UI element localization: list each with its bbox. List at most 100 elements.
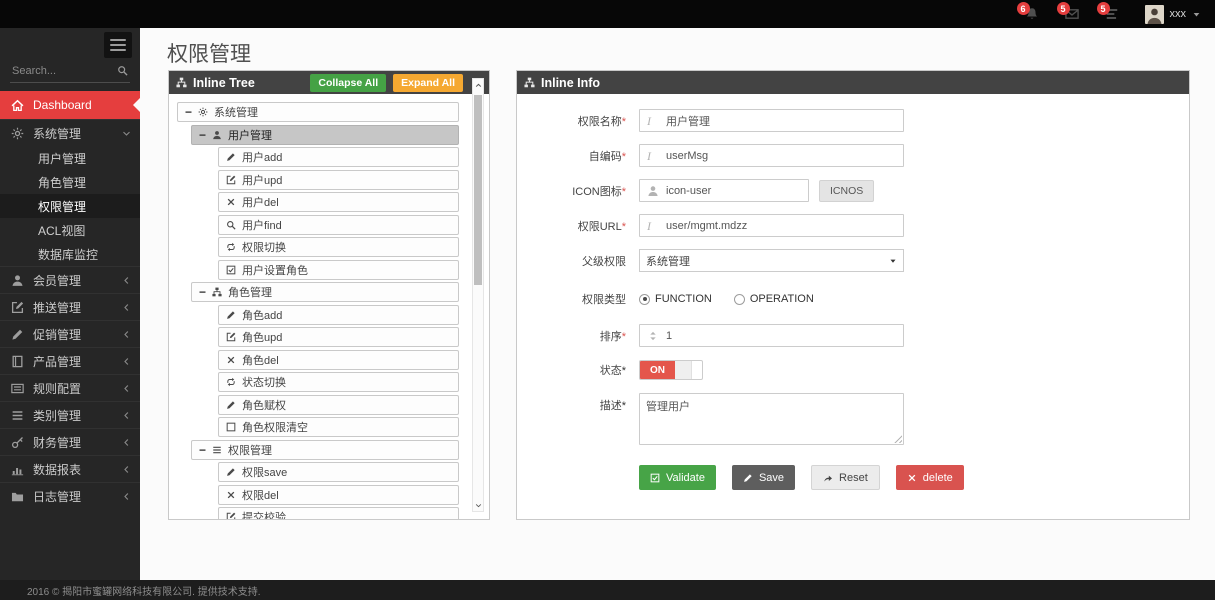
sidebar-subitem-role-mgmt[interactable]: 角色管理 bbox=[38, 175, 87, 190]
scroll-down-arrow[interactable] bbox=[473, 500, 483, 510]
user-menu[interactable]: xxx bbox=[1144, 4, 1202, 24]
sidebar-subitem-db-monitor[interactable]: 数据库监控 bbox=[38, 247, 99, 262]
sidebar-item-label: 会员管理 bbox=[33, 273, 82, 288]
gears-icon bbox=[198, 107, 208, 117]
status-toggle[interactable]: ON bbox=[639, 360, 703, 380]
parent-label: 父级权限 bbox=[582, 255, 626, 268]
sidebar-item-log-mgmt[interactable]: 日志管理 bbox=[0, 482, 140, 509]
tree-row[interactable]: 用户add bbox=[218, 147, 459, 167]
radio-function[interactable]: FUNCTION bbox=[639, 293, 712, 305]
tree-row[interactable]: 权限切换 bbox=[218, 237, 459, 257]
repeat-icon bbox=[226, 242, 236, 252]
sidebar-toggle-button[interactable] bbox=[104, 32, 132, 58]
tree-row-label: 权限save bbox=[242, 467, 288, 479]
collapse-all-button[interactable]: Collapse All bbox=[310, 73, 387, 92]
icon-input[interactable] bbox=[639, 179, 809, 202]
tree-row[interactable]: 角色add bbox=[218, 304, 459, 325]
sidebar-item-promo-mgmt[interactable]: 促销管理 bbox=[0, 320, 140, 347]
tree-row[interactable]: 用户del bbox=[218, 192, 459, 212]
tree-row[interactable]: − 权限管理 bbox=[191, 439, 459, 460]
tree-row-label: 用户upd bbox=[242, 174, 283, 187]
tree-row[interactable]: 角色赋权 bbox=[218, 394, 459, 415]
sidebar-item-dashboard[interactable]: Dashboard bbox=[0, 91, 140, 119]
parent-permission-select[interactable]: 系统管理 bbox=[639, 249, 904, 272]
sidebar-item-product-mgmt[interactable]: 产品管理 bbox=[0, 347, 140, 374]
newspaper-icon bbox=[11, 382, 24, 395]
scrollbar-thumb[interactable] bbox=[474, 95, 482, 285]
tree-row[interactable]: 用户设置角色 bbox=[218, 259, 459, 280]
text-cursor-icon: I bbox=[647, 218, 651, 233]
sidebar-item-label: 财务管理 bbox=[33, 435, 82, 450]
tree-row[interactable]: 用户find bbox=[218, 214, 459, 235]
delete-button[interactable]: delete bbox=[895, 465, 964, 490]
collapse-toggle[interactable]: − bbox=[199, 127, 207, 142]
tree-row[interactable]: 状态切换 bbox=[218, 372, 459, 392]
tree-row-label: 角色upd bbox=[242, 332, 283, 344]
topbar-notifications[interactable]: 6 bbox=[1016, 2, 1039, 21]
repeat-icon bbox=[226, 377, 236, 387]
expand-all-button[interactable]: Expand All bbox=[393, 73, 463, 92]
sidebar-item-finance-mgmt[interactable]: 财务管理 bbox=[0, 428, 140, 455]
code-input[interactable] bbox=[639, 144, 904, 167]
sidebar-subitem-acl-view[interactable]: ACL视图 bbox=[38, 223, 86, 238]
notification-area: 6 5 5 bbox=[1016, 2, 1119, 21]
tree-row[interactable]: 角色del bbox=[218, 349, 459, 370]
tree-row-label: 用户find bbox=[242, 219, 282, 232]
tree-row-label: 用户设置角色 bbox=[242, 264, 308, 277]
tree-row-label: 用户管理 bbox=[228, 129, 273, 142]
tree-row[interactable]: 提交校验 bbox=[218, 507, 459, 519]
pencil-icon bbox=[11, 328, 24, 341]
search-input[interactable] bbox=[10, 60, 130, 82]
sidebar-item-label: Dashboard bbox=[33, 98, 92, 112]
sidebar-item-category-mgmt[interactable]: 类别管理 bbox=[0, 401, 140, 428]
url-input[interactable] bbox=[639, 214, 904, 237]
tree-row[interactable]: 权限del bbox=[218, 484, 459, 505]
pencil-icon bbox=[226, 400, 236, 410]
save-button[interactable]: Save bbox=[731, 465, 796, 490]
tree-row[interactable]: 用户upd bbox=[218, 169, 459, 190]
tree-row[interactable]: 角色权限清空 bbox=[218, 417, 459, 437]
sidebar-item-system-mgmt[interactable]: 系统管理 bbox=[0, 119, 140, 146]
sidebar-subitem-perm-mgmt[interactable]: 权限管理 bbox=[0, 194, 140, 218]
button-label: delete bbox=[922, 471, 953, 484]
type-label: 权限类型 bbox=[582, 294, 626, 306]
radio-button-unchecked[interactable] bbox=[733, 293, 745, 305]
tree-row[interactable]: 权限save bbox=[218, 462, 459, 482]
tree-row[interactable]: − 角色管理 bbox=[191, 282, 459, 302]
sidebar-item-label: 数据报表 bbox=[33, 462, 82, 477]
radio-operation[interactable]: OPERATION bbox=[733, 293, 814, 305]
permission-name-input[interactable] bbox=[639, 109, 904, 132]
sidebar-item-label: 日志管理 bbox=[33, 489, 82, 504]
tree-row[interactable]: − 系统管理 bbox=[177, 102, 459, 122]
collapse-toggle[interactable]: − bbox=[185, 105, 193, 119]
sidebar-item-member-mgmt[interactable]: 会员管理 bbox=[0, 266, 140, 293]
topbar-tasks[interactable]: 5 bbox=[1096, 2, 1119, 21]
scroll-up-arrow[interactable] bbox=[473, 80, 483, 90]
inline-tree-header: Inline Tree Collapse All Expand All bbox=[169, 71, 489, 94]
url-label: 权限URL bbox=[577, 220, 622, 233]
x-icon bbox=[226, 355, 236, 365]
book-icon bbox=[11, 355, 24, 368]
button-label: Reset bbox=[839, 471, 868, 484]
notification-badge: 6 bbox=[1016, 2, 1030, 15]
description-textarea[interactable]: 管理用户 bbox=[639, 393, 904, 445]
radio-button-checked[interactable] bbox=[639, 293, 650, 305]
sidebar-item-push-mgmt[interactable]: 推送管理 bbox=[0, 293, 140, 320]
collapse-toggle[interactable]: − bbox=[199, 285, 207, 299]
button-label: Validate bbox=[666, 471, 705, 484]
tree-row[interactable]: − 用户管理 bbox=[191, 124, 459, 145]
validate-button[interactable]: Validate bbox=[639, 465, 716, 490]
sidebar-item-data-report[interactable]: 数据报表 bbox=[0, 455, 140, 482]
icnos-button[interactable]: ICNOS bbox=[819, 179, 875, 202]
toggle-handle[interactable] bbox=[675, 361, 692, 379]
list-icon bbox=[11, 409, 24, 422]
sort-input[interactable] bbox=[639, 324, 904, 347]
sidebar-item-rule-config[interactable]: 规则配置 bbox=[0, 374, 140, 401]
topbar-messages[interactable]: 5 bbox=[1056, 2, 1079, 21]
tree-row[interactable]: 角色upd bbox=[218, 327, 459, 347]
tree-row-label: 状态切换 bbox=[242, 377, 286, 389]
collapse-toggle[interactable]: − bbox=[199, 442, 207, 457]
sidebar-subitem-user-mgmt[interactable]: 用户管理 bbox=[38, 151, 87, 166]
tree-row-label: 用户add bbox=[242, 152, 283, 164]
reset-button[interactable]: Reset bbox=[811, 465, 880, 490]
